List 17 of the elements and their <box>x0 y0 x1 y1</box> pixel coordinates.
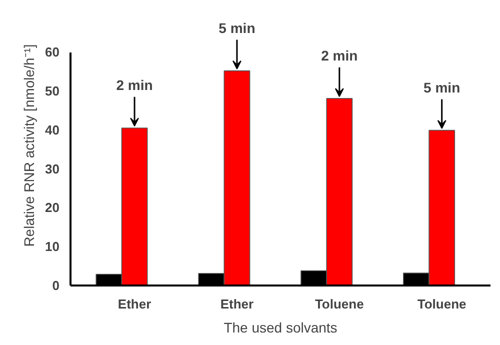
x-axis-title: The used solvants <box>224 320 338 336</box>
y-tick-label: 50 <box>45 84 60 99</box>
y-tick-label: 30 <box>45 161 60 176</box>
annotation: 2 min <box>116 77 153 93</box>
y-tick-label: 20 <box>45 200 60 216</box>
y-tick-label: 0 <box>52 278 60 293</box>
x-tick-label: Ether <box>220 296 254 312</box>
x-tick-label: Ether <box>118 296 152 312</box>
x-tick-label: Toluene <box>314 296 364 312</box>
y-axis-title: Relative RNR activity [nmole/h⁻¹] <box>21 44 38 247</box>
annotation: 5 min <box>424 79 460 96</box>
x-tick-label: Toluene <box>417 296 466 312</box>
annotation: 5 min <box>218 20 256 36</box>
y-tick-label: 40 <box>45 122 60 138</box>
annotation: 2 min <box>321 47 358 64</box>
y-tick-label: 10 <box>45 239 60 254</box>
y-tick-label: 60 <box>45 44 60 60</box>
